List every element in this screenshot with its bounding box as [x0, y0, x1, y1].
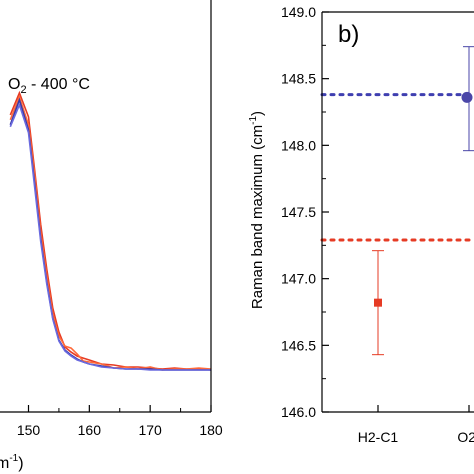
y-tick-label: 147.5 [281, 204, 316, 220]
panel-b-label: b) [338, 21, 359, 48]
y-tick-label: 146.5 [281, 337, 316, 353]
panel-b-y-ticks: 146.0 146.5 147.0 147.5 148.0 148.5 149.0 [281, 4, 329, 420]
panel-a-series [9, 90, 212, 371]
panel-a: 150 160 170 180 O2 - 400 °C m-1) [0, 0, 223, 472]
panel-b-reference-lines [320, 93, 474, 242]
x-tick-label: 150 [17, 422, 41, 438]
x-axis-label-close: ) [18, 455, 23, 472]
y-tick-label: 149.0 [281, 4, 316, 20]
y-tick-label: 148.0 [281, 137, 316, 153]
annotation-o2-400c: O2 - 400 °C [8, 76, 90, 96]
x-tick-label: 170 [138, 422, 162, 438]
annotation-subscript: 2 [20, 84, 26, 96]
x-category-label: H2-C1 [358, 429, 399, 445]
y-tick-label: 148.5 [281, 71, 316, 87]
y-tick-label: 146.0 [281, 404, 316, 420]
y-axis-label-close: ) [249, 111, 266, 116]
panel-a-x-ticks: 150 160 170 180 [17, 405, 223, 438]
panel-a-x-axis-label: m-1) [0, 453, 24, 472]
x-axis-label-text: m [0, 455, 9, 472]
x-category-label: O2- [457, 429, 474, 445]
panel-b-points [372, 46, 474, 356]
x-axis-label-superscript: -1 [9, 453, 18, 464]
data-point-circle [461, 91, 473, 103]
annotation-main: O [8, 76, 20, 93]
panel-b-y-axis-label: Raman band maximum (cm-1) [248, 111, 266, 309]
y-tick-label: 147.0 [281, 271, 316, 287]
annotation-rest: - 400 °C [27, 76, 90, 93]
x-tick-label: 180 [199, 422, 223, 438]
x-tick-label: 160 [78, 422, 102, 438]
y-axis-label-text: Raman band maximum (cm [249, 125, 266, 309]
series-line-4 [9, 102, 211, 371]
y-axis-label-superscript: -1 [248, 116, 259, 125]
panel-b-x-ticks: H2-C1 O2- [358, 405, 474, 445]
data-point-square [374, 298, 382, 307]
panel-b: 146.0 146.5 147.0 147.5 148.0 148.5 149.0 H2-C… [248, 4, 474, 445]
